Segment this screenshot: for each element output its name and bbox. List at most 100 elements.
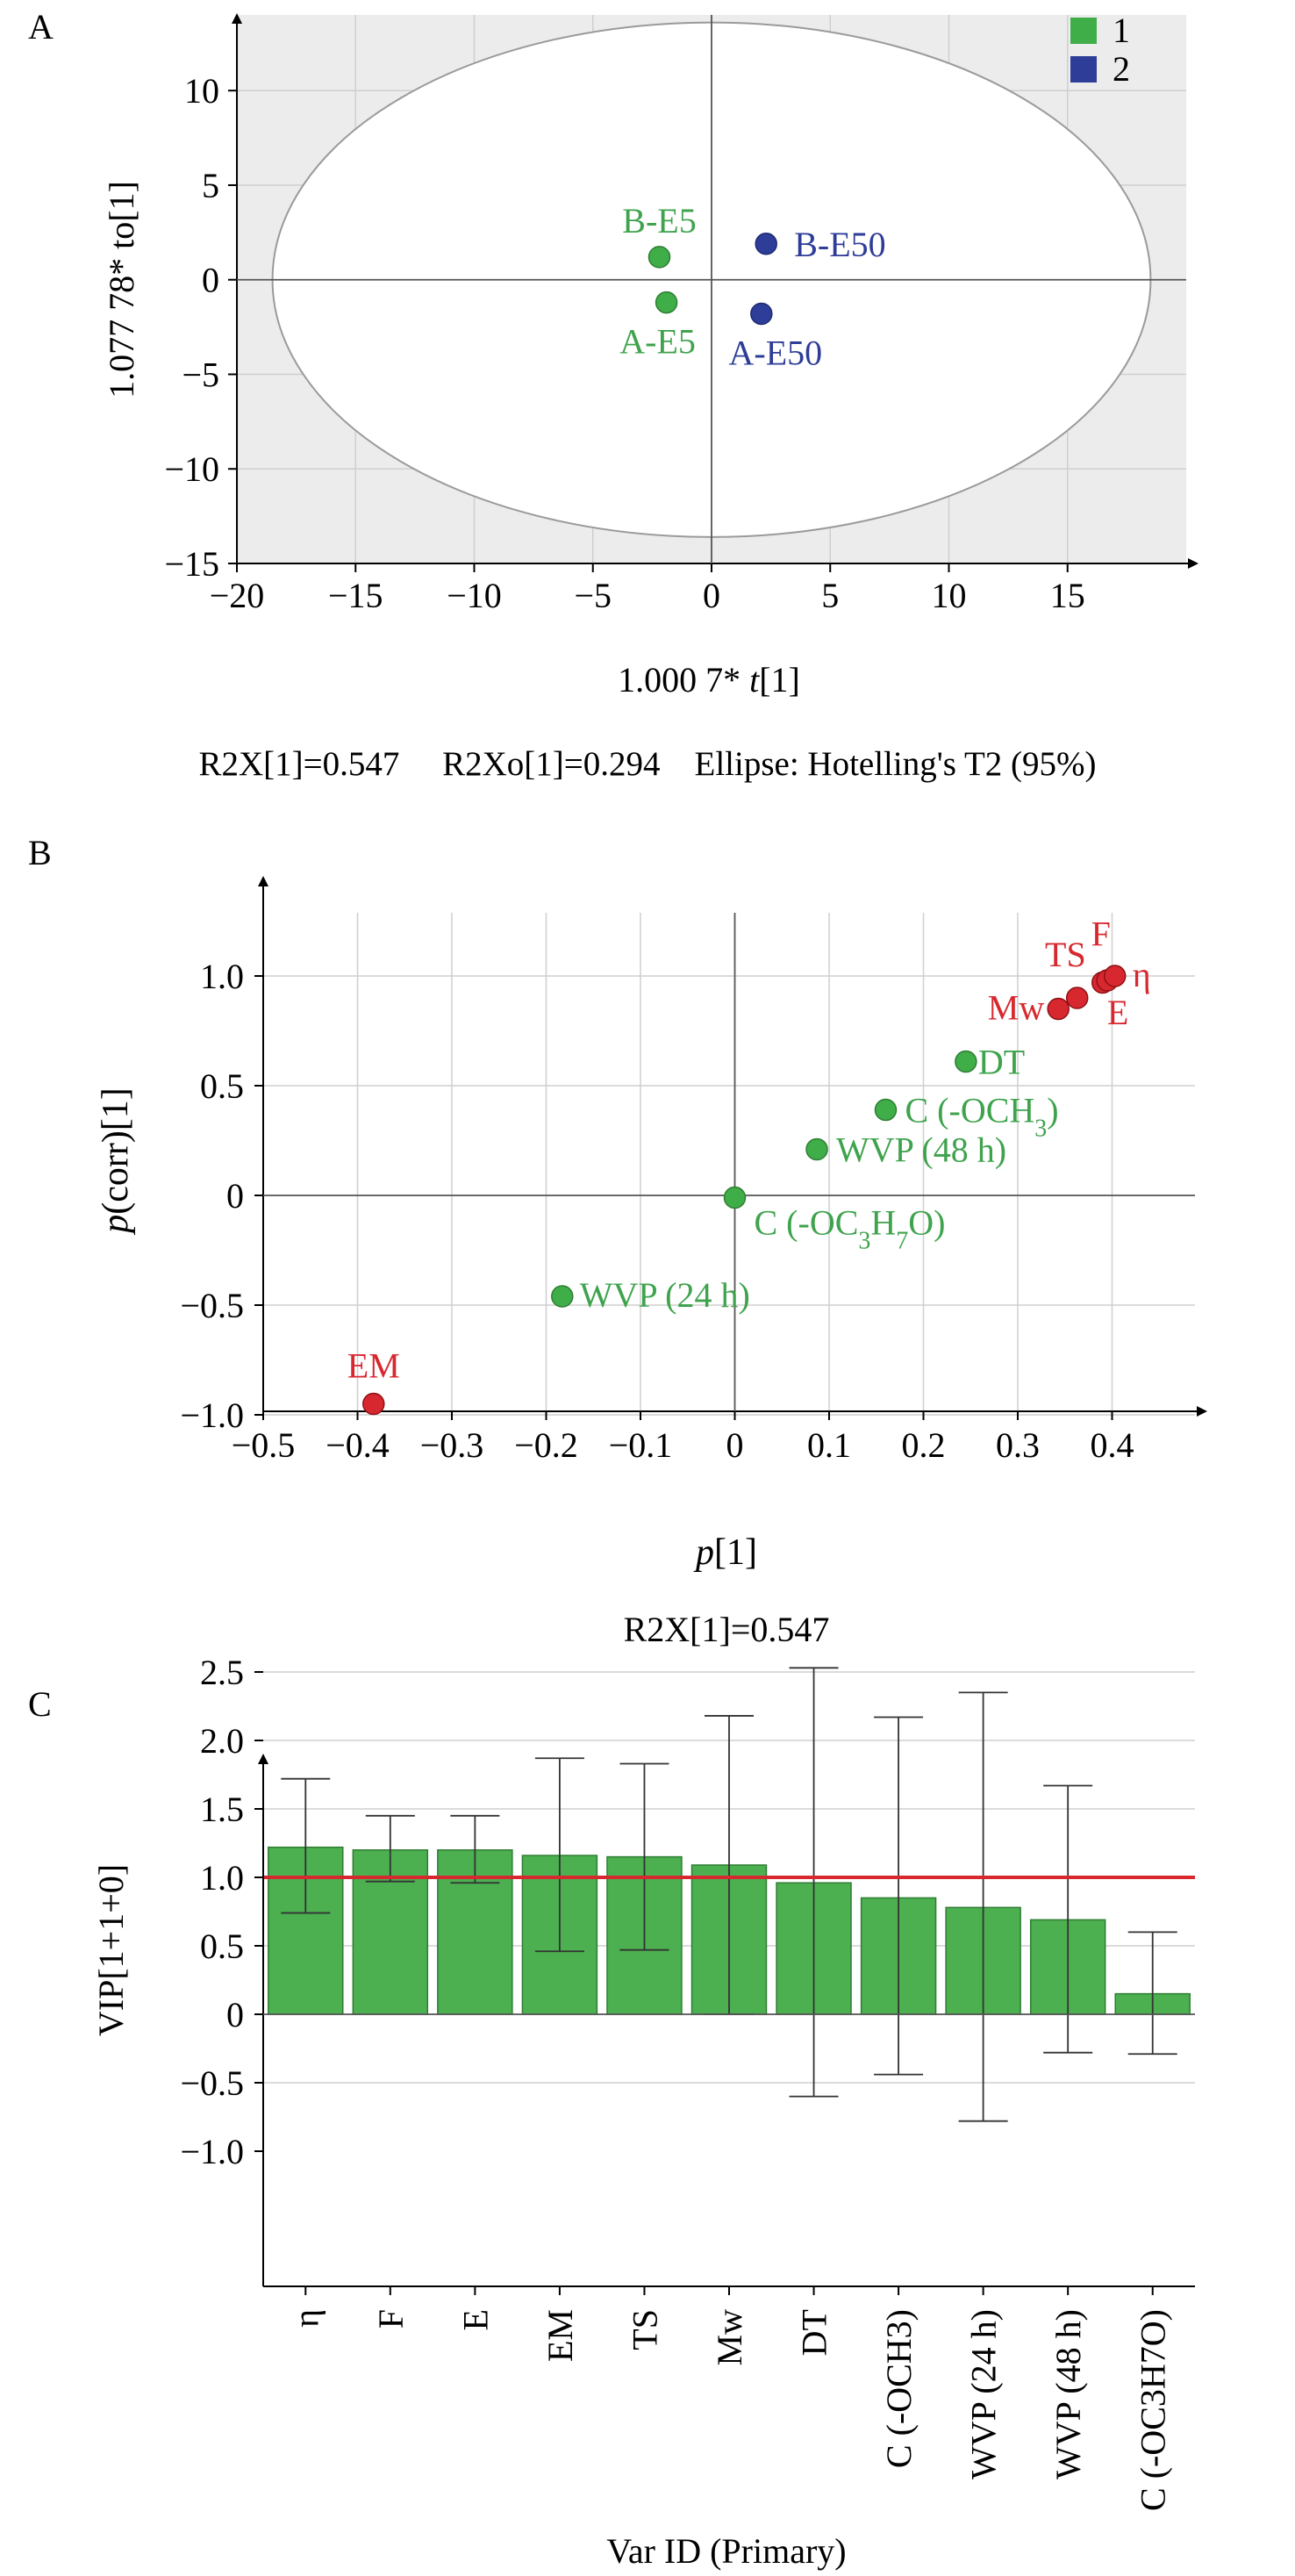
panel-c-category-label: η (286, 2309, 326, 2328)
panel-b-xtick-label: −0.2 (514, 1425, 578, 1465)
panel-b-xtick-label: −0.5 (232, 1425, 296, 1465)
panel-b-tick-labels: −0.5 −0.4 −0.3 −0.2 −0.1 0 0.1 0.2 0.3 0.4−1.0−0.… (180, 957, 1134, 1465)
panel-c-xlabel: Var ID (Primary) (606, 2531, 846, 2571)
panel-c-category-label: E (455, 2309, 495, 2330)
panel-c-category-labels: η F E EM TS Mw DT C (-OCH3) WVP (24 h) WVP (48 h)… (286, 2286, 1173, 2511)
panel-c-category-label: TS (625, 2309, 664, 2350)
panel-a-point (648, 246, 671, 269)
panel-a-ytick-label: 0 (202, 261, 219, 300)
panel-a-xtick-label: 0 (703, 576, 720, 615)
panel-a-point-label: B-E50 (794, 225, 885, 264)
panel-a-ylabel: 1.077 78* to[1] (102, 181, 141, 398)
panel-c-ytick-label: 1.5 (200, 1790, 244, 1829)
panel-b-ytick-label: 0.5 (200, 1066, 244, 1106)
panel-a-legend-swatch (1070, 56, 1097, 83)
panel-a-xtick-label: −5 (574, 576, 612, 615)
panel-b-ytick-label: 1.0 (200, 957, 244, 996)
panel-b-xtick-label: 0.4 (1091, 1425, 1134, 1465)
panel-c-category-label: F (371, 2309, 411, 2328)
panel-b-xtick-label: 0.3 (996, 1425, 1040, 1465)
panel-a-xtick-label: −15 (328, 576, 383, 615)
panel-a-xtick-label: −20 (210, 576, 265, 615)
panel-c-category-label: WVP (48 h) (1048, 2309, 1088, 2479)
panel-c-ytick-label: 0 (226, 1995, 244, 2034)
panel-c-ytick-label: 2.5 (200, 1653, 244, 1692)
panel-b-xlabel: p[1] (693, 1532, 757, 1573)
panel-c-category-label: Mw (710, 2309, 749, 2366)
panel-b-point-label: TS (1045, 935, 1086, 974)
panel-b-xtick-label: −0.1 (609, 1425, 673, 1465)
panel-b-ytick-label: 0 (226, 1176, 244, 1216)
panel-b-point (1103, 965, 1127, 987)
panel-c-ytick-label: 1.0 (200, 1858, 244, 1898)
panel-a-point (750, 302, 773, 326)
panel-b-point-label: E (1107, 993, 1128, 1032)
panel-b-ytick-label: −0.5 (180, 1286, 244, 1325)
panel-b-footer: R2X[1]=0.547 (624, 1610, 830, 1649)
panel-a-legend-label: 1 (1113, 11, 1130, 50)
panel-c-ytick-label: −1.0 (180, 2132, 244, 2171)
panel-c-tick-labels: −1.0 −0.5 0 0.5 1.0 1.5 2.0 2.5 (180, 1653, 263, 2171)
panel-b-point (723, 1186, 747, 1209)
panel-b-point (1047, 997, 1070, 1021)
panel-a-legend-swatch (1070, 18, 1097, 44)
panel-b-point-label: WVP (48 h) (836, 1130, 1006, 1170)
panel-a-point (755, 233, 777, 255)
panel-a-xtick-label: 10 (932, 576, 967, 615)
panel-b-point-label: DT (978, 1043, 1025, 1082)
panel-c-label: C (28, 1684, 52, 1724)
panel-b-point-label: η (1133, 955, 1151, 994)
panel-c-category-label: DT (795, 2309, 834, 2356)
panel-c-category-label: C (-OCH3) (879, 2309, 919, 2468)
panel-b-points: EM WVP (24 h)C (-OC3H7O) WVP (48 h)C (-OCH… (347, 915, 1151, 1416)
panel-a-label: A (28, 7, 54, 47)
panel-a-ytick-label: 10 (184, 71, 219, 111)
panel-b-point-label: C (-OCH3) (905, 1091, 1059, 1143)
panel-b-xtick-label: 0 (726, 1425, 744, 1465)
panel-b-point (1065, 987, 1089, 1009)
panel-b-label: B (28, 833, 52, 872)
panel-c-category-label: EM (540, 2309, 580, 2362)
panel-b-point-label: C (-OC3H7O) (755, 1203, 946, 1255)
panel-a-xtick-label: 5 (821, 576, 839, 615)
panel-a-xlabel: 1.000 7* t[1] (618, 660, 800, 700)
panel-a-ytick-label: 5 (202, 166, 219, 205)
panel-b: B −0.5 −0.4 −0.3 −0.2 −0.1 0 0.1 0.2 0.3 0.4−1.0−… (28, 833, 1207, 1649)
panel-a-xtick-label: −10 (447, 576, 502, 615)
panel-b-point-label: WVP (24 h) (580, 1275, 750, 1315)
panel-c-ylabel: VIP[1+1+0] (91, 1864, 131, 2036)
panel-c-ytick-label: 0.5 (200, 1927, 244, 1966)
panel-b-point (362, 1392, 385, 1416)
panel-b-point (955, 1050, 977, 1073)
panel-b-point-label: F (1091, 915, 1111, 954)
panel-a-ytick-label: −15 (164, 544, 219, 584)
panel-b-xtick-label: −0.3 (420, 1425, 484, 1465)
panel-c: C −1.0 −0.5 0 0.5 1.0 1.5 2.0 2.5 η F E EM TS Mw DT C … (28, 1653, 1195, 2571)
panel-b-point (805, 1137, 828, 1161)
panel-b-xtick-label: −0.4 (326, 1425, 390, 1465)
panel-b-point-label: EM (347, 1346, 400, 1386)
panel-a-xtick-label: 15 (1050, 576, 1085, 615)
panel-a-point-label: A-E50 (728, 334, 822, 373)
panel-c-error-bars (281, 1667, 1177, 2122)
panel-c-ytick-label: −0.5 (180, 2063, 244, 2103)
panel-a-legend-label: 2 (1113, 49, 1130, 89)
panel-a-point-label: B-E5 (622, 201, 696, 240)
panel-a-points: B-E5 A-E5 B-E50 A-E50 (619, 201, 885, 373)
panel-b-point (874, 1098, 898, 1122)
panel-a-footer: R2X[1]=0.547 R2Xo[1]=0.294 Ellipse: Hote… (198, 745, 1096, 783)
panel-a-point (655, 291, 678, 314)
panel-b-point-label: Mw (988, 988, 1045, 1028)
panel-b-grid (262, 913, 1195, 1416)
panel-b-ylabel: p(corr)[1] (96, 1087, 136, 1236)
panel-c-category-label: WVP (24 h) (964, 2309, 1004, 2479)
panel-b-ytick-label: −1.0 (180, 1396, 244, 1435)
panel-b-point (551, 1285, 574, 1308)
panel-c-category-label: C (-OC3H7O) (1134, 2309, 1173, 2511)
panel-a-ytick-label: −10 (164, 449, 219, 489)
panel-b-xtick-label: 0.2 (902, 1425, 946, 1465)
panel-b-xtick-label: 0.1 (807, 1425, 851, 1465)
